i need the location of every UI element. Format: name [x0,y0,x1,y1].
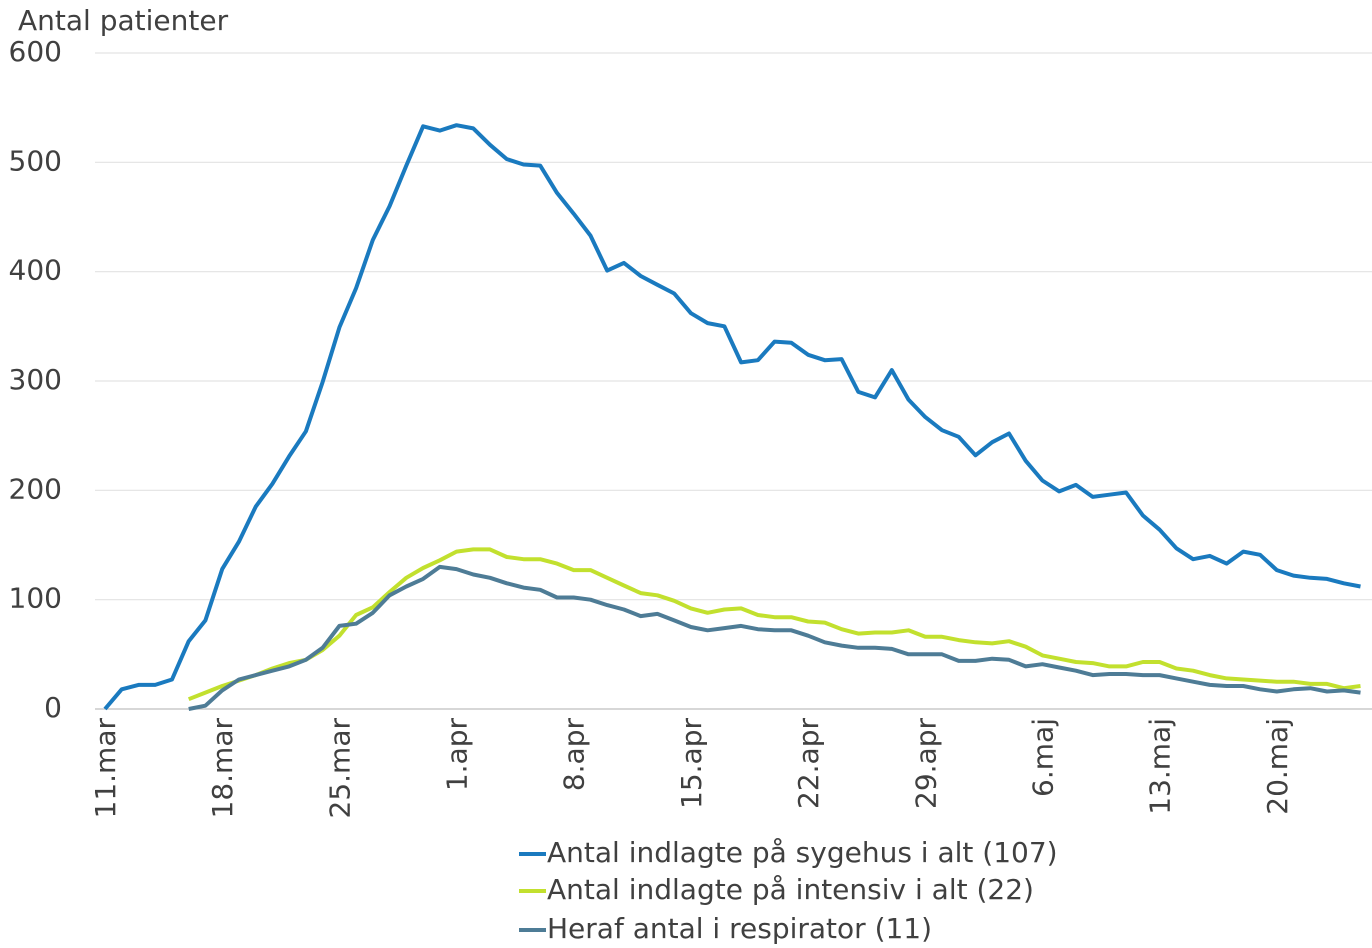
series-line [188,564,1361,711]
series-line [187,547,1361,702]
y-tick-label: 300 [9,363,62,396]
legend-label: Antal indlagte på sygehus i alt (107) [547,836,1058,869]
legend-label: Heraf antal i respirator (11) [547,912,932,945]
x-tick-label: 11.mar [89,718,122,819]
y-tick-label: 500 [9,144,62,177]
legend-label: Antal indlagte på intensiv i alt (22) [547,873,1034,906]
x-tick-label: 25.mar [323,718,356,819]
y-tick-label: 0 [44,691,62,724]
x-tick-label: 20.maj [1261,718,1294,815]
y-tick-label: 100 [9,582,62,615]
y-tick-label: 200 [9,472,62,505]
y-tick-label: 600 [9,35,62,68]
x-tick-label: 15.apr [675,718,708,809]
y-axis-title: Antal patienter [18,4,229,37]
x-tick-label: 22.apr [792,718,825,809]
x-tick-label: 13.maj [1144,718,1177,815]
x-tick-label: 29.apr [909,718,942,809]
y-tick-label: 400 [9,254,62,287]
series-line [103,123,1361,711]
x-tick-label: 1.apr [441,718,474,792]
x-tick-label: 18.mar [206,718,239,819]
x-tick-label: 6.maj [1026,718,1059,797]
x-tick-label: 8.apr [558,718,591,792]
